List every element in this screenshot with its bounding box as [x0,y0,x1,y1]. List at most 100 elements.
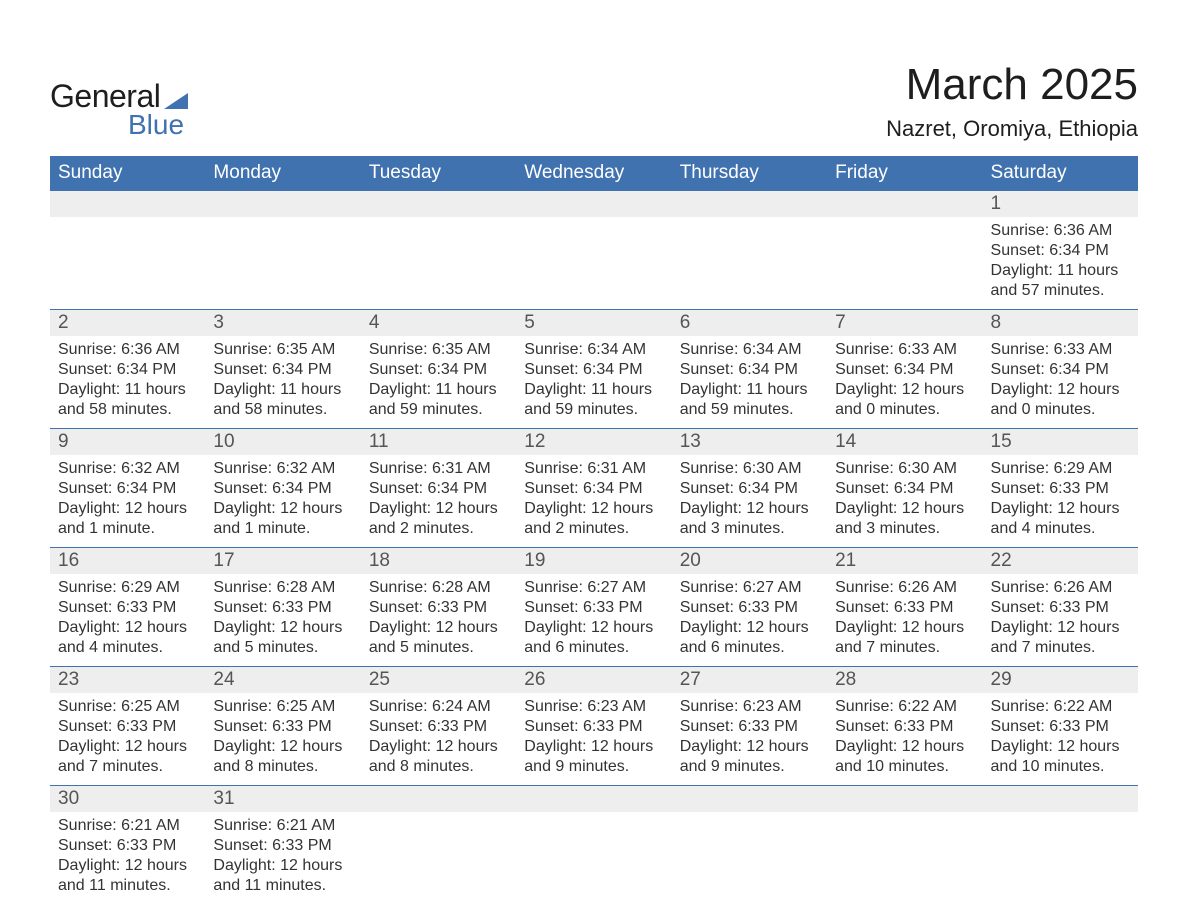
day-data-cell: Sunrise: 6:36 AMSunset: 6:34 PMDaylight:… [983,217,1138,310]
day-number-cell [50,191,205,218]
day-daylight2: and 11 minutes. [58,876,197,896]
day-number-cell [672,786,827,813]
day-data-cell: Sunrise: 6:28 AMSunset: 6:33 PMDaylight:… [205,574,360,667]
day-data-cell: Sunrise: 6:23 AMSunset: 6:33 PMDaylight:… [516,693,671,786]
day-daylight2: and 59 minutes. [369,400,508,420]
day-daylight2: and 5 minutes. [369,638,508,658]
day-number-cell [516,786,671,813]
day-number-cell: 24 [205,667,360,694]
day-sunset: Sunset: 6:34 PM [991,241,1130,261]
day-sunrise: Sunrise: 6:21 AM [213,816,352,836]
day-daylight2: and 4 minutes. [58,638,197,658]
day-data-cell [827,812,982,904]
day-sunrise: Sunrise: 6:28 AM [369,578,508,598]
week-daynum-row: 2345678 [50,310,1138,337]
day-daylight1: Daylight: 12 hours [213,737,352,757]
day-sunset: Sunset: 6:34 PM [213,360,352,380]
day-sunset: Sunset: 6:33 PM [680,598,819,618]
day-data-cell: Sunrise: 6:31 AMSunset: 6:34 PMDaylight:… [516,455,671,548]
day-data-cell: Sunrise: 6:22 AMSunset: 6:33 PMDaylight:… [983,693,1138,786]
day-sunset: Sunset: 6:33 PM [213,836,352,856]
day-sunset: Sunset: 6:34 PM [58,360,197,380]
day-sunset: Sunset: 6:34 PM [991,360,1130,380]
weekday-header: Sunday [50,156,205,191]
day-data-cell: Sunrise: 6:22 AMSunset: 6:33 PMDaylight:… [827,693,982,786]
day-number-cell [361,786,516,813]
day-daylight2: and 10 minutes. [835,757,974,777]
day-data-cell: Sunrise: 6:23 AMSunset: 6:33 PMDaylight:… [672,693,827,786]
day-number-cell [672,191,827,218]
day-sunrise: Sunrise: 6:36 AM [991,221,1130,241]
day-sunset: Sunset: 6:33 PM [369,717,508,737]
day-sunset: Sunset: 6:33 PM [369,598,508,618]
weekday-header: Monday [205,156,360,191]
day-sunrise: Sunrise: 6:34 AM [680,340,819,360]
day-sunrise: Sunrise: 6:25 AM [213,697,352,717]
day-daylight2: and 11 minutes. [213,876,352,896]
day-data-cell: Sunrise: 6:35 AMSunset: 6:34 PMDaylight:… [361,336,516,429]
day-number-cell: 21 [827,548,982,575]
week-data-row: Sunrise: 6:29 AMSunset: 6:33 PMDaylight:… [50,574,1138,667]
day-sunrise: Sunrise: 6:26 AM [835,578,974,598]
day-data-cell [361,812,516,904]
weekday-header: Saturday [983,156,1138,191]
day-data-cell: Sunrise: 6:33 AMSunset: 6:34 PMDaylight:… [827,336,982,429]
day-number-cell: 31 [205,786,360,813]
day-number-cell: 22 [983,548,1138,575]
day-number-cell: 9 [50,429,205,456]
day-sunrise: Sunrise: 6:26 AM [991,578,1130,598]
week-data-row: Sunrise: 6:25 AM Sunset: 6:33 PM Daylight:… [50,693,1138,786]
day-number-cell [205,191,360,218]
day-daylight1: Daylight: 12 hours [213,856,352,876]
day-data-cell [516,217,671,310]
day-sunset: Sunset: 6:33 PM [991,598,1130,618]
day-data-cell [827,217,982,310]
day-number-cell: 15 [983,429,1138,456]
week-data-row: Sunrise: 6:36 AMSunset: 6:34 PMDaylight:… [50,336,1138,429]
day-sunset: Sunset: 6:34 PM [835,479,974,499]
day-daylight1: Daylight: 12 hours [991,737,1130,757]
day-sunrise: Sunrise: 6:27 AM [524,578,663,598]
day-data-cell: Sunrise: 6:24 AMSunset: 6:33 PMDaylight:… [361,693,516,786]
day-number-cell: 3 [205,310,360,337]
day-sunset: Sunset: 6:34 PM [524,360,663,380]
day-number-cell: 2 [50,310,205,337]
day-sunset: Sunset: 6:34 PM [369,479,508,499]
day-number-cell [361,191,516,218]
week-daynum-row: 1 [50,191,1138,218]
day-daylight2: and 0 minutes. [835,400,974,420]
day-sunset: Sunset: 6:34 PM [213,479,352,499]
day-daylight1: Daylight: 12 hours [369,618,508,638]
day-data-cell [516,812,671,904]
day-number-cell: 7 [827,310,982,337]
day-daylight1: Daylight: 12 hours [369,499,508,519]
day-sunrise: Sunrise: 6:23 AM [680,697,819,717]
day-data-cell: Sunrise: 6:34 AMSunset: 6:34 PMDaylight:… [516,336,671,429]
day-sunrise: Sunrise: 6:21 AM [58,816,197,836]
day-data-cell [672,217,827,310]
day-number-cell: 28 [827,667,982,694]
day-daylight1: Daylight: 12 hours [58,737,197,757]
day-daylight1: Daylight: 11 hours [524,380,663,400]
day-sunrise: Sunrise: 6:24 AM [369,697,508,717]
day-daylight1: Daylight: 12 hours [680,737,819,757]
day-daylight2: and 5 minutes. [213,638,352,658]
day-sunset: Sunset: 6:34 PM [369,360,508,380]
day-number-cell: 13 [672,429,827,456]
day-sunrise: Sunrise: 6:35 AM [369,340,508,360]
day-daylight1: Daylight: 12 hours [58,618,197,638]
day-sunrise: Sunrise: 6:30 AM [680,459,819,479]
day-daylight2: and 0 minutes. [991,400,1130,420]
day-sunrise: Sunrise: 6:29 AM [991,459,1130,479]
week-daynum-row: 9101112131415 [50,429,1138,456]
day-number-cell: 1 [983,191,1138,218]
day-data-cell [672,812,827,904]
day-daylight1: Daylight: 12 hours [58,856,197,876]
day-number-cell: 30 [50,786,205,813]
day-daylight2: and 1 minute. [58,519,197,539]
day-sunset: Sunset: 6:34 PM [680,360,819,380]
day-daylight1: Daylight: 12 hours [213,618,352,638]
day-number-cell: 26 [516,667,671,694]
day-daylight2: and 10 minutes. [991,757,1130,777]
weekday-header: Friday [827,156,982,191]
